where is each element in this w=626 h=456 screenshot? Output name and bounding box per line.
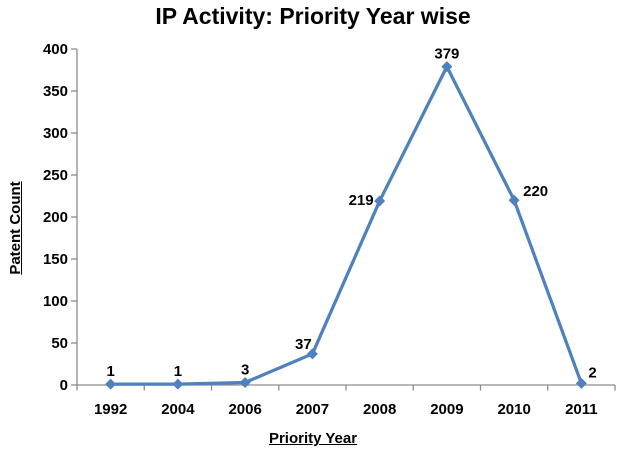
data-label: 220 [523, 183, 548, 200]
data-label: 219 [349, 192, 374, 209]
x-tick-label: 2011 [565, 401, 598, 418]
y-tick-label: 350 [43, 83, 68, 100]
y-tick-label: 400 [43, 41, 68, 58]
data-line [109, 65, 583, 386]
x-tick-label: 2006 [228, 401, 261, 418]
data-label: 379 [434, 46, 459, 63]
x-tick-label: 1992 [94, 401, 127, 418]
data-label: 3 [241, 361, 249, 378]
x-tick-label: 2004 [161, 401, 195, 418]
data-point-marker [508, 194, 520, 206]
x-axis-title: Priority Year [268, 430, 358, 447]
y-tick-label: 100 [43, 293, 68, 310]
data-point-marker [105, 378, 117, 390]
y-tick-label: 300 [43, 125, 68, 142]
y-tick-label: 250 [43, 167, 68, 184]
data-point-marker [306, 348, 318, 360]
x-tick-label: 2009 [430, 401, 463, 418]
x-tick-label: 2008 [363, 401, 396, 418]
y-tick-label: 200 [43, 209, 68, 226]
data-label: 1 [106, 363, 114, 380]
y-tick-label: 50 [51, 335, 68, 352]
data-label: 1 [174, 363, 182, 380]
x-tick-label: 2007 [296, 401, 329, 418]
x-tick-label: 2010 [497, 401, 530, 418]
data-point-marker [239, 376, 251, 388]
data-point-marker [374, 195, 386, 207]
data-point-marker [441, 61, 453, 73]
data-point-marker [575, 377, 587, 389]
data-point-marker [172, 378, 184, 390]
y-tick-label: 0 [60, 377, 68, 394]
data-label: 37 [295, 336, 312, 353]
data-label: 2 [588, 364, 596, 381]
chart-title: IP Activity: Priority Year wise [155, 3, 471, 29]
axis-line [76, 49, 615, 386]
y-tick-label: 150 [43, 251, 68, 268]
